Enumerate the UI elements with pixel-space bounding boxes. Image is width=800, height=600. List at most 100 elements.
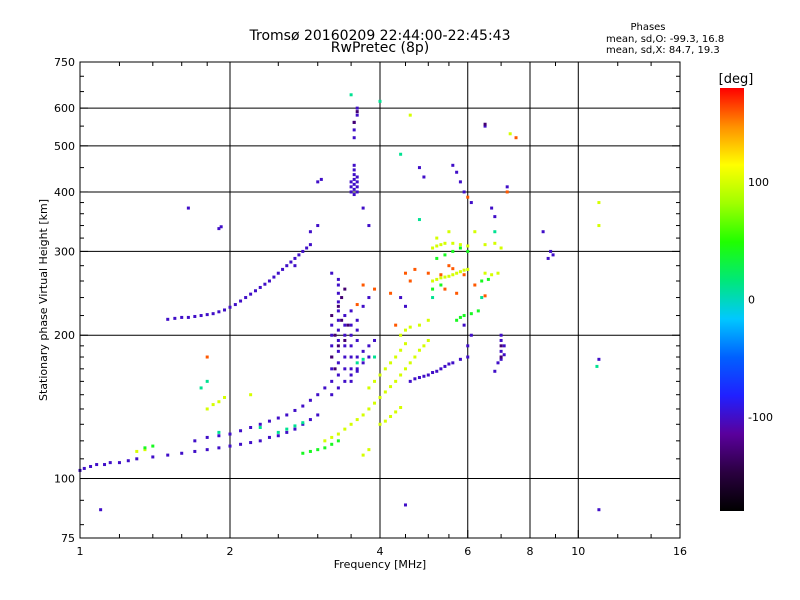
data-point: [389, 361, 393, 365]
data-point: [546, 256, 550, 260]
data-point: [426, 271, 430, 275]
y-tick-label: 600: [54, 102, 75, 115]
data-point: [505, 185, 509, 189]
data-point: [272, 275, 276, 279]
data-point: [466, 195, 470, 199]
data-point: [408, 379, 412, 383]
y-tick-label: 300: [54, 245, 75, 258]
data-point: [349, 180, 353, 184]
y-tick-label: 400: [54, 186, 75, 199]
data-point: [431, 279, 435, 283]
data-point: [349, 333, 353, 337]
data-point: [355, 361, 359, 365]
header: Tromsø 20160209 22:44:00-22:45:43 RwPret…: [249, 22, 725, 56]
data-point: [349, 355, 353, 359]
data-point: [293, 424, 297, 428]
data-point: [249, 393, 253, 397]
data-point: [330, 344, 334, 348]
data-point: [285, 427, 289, 431]
data-point: [267, 279, 271, 283]
x-tick-label: 2: [227, 545, 234, 558]
data-point: [355, 418, 359, 422]
data-point: [330, 323, 334, 327]
x-tick-label: 1: [77, 545, 84, 558]
data-point: [483, 271, 487, 275]
data-point: [403, 367, 407, 371]
data-point: [316, 224, 320, 228]
y-tick-label: 75: [61, 532, 75, 545]
data-point: [340, 296, 344, 300]
y-gridlines: [80, 107, 680, 480]
data-point: [361, 349, 365, 353]
data-point: [316, 413, 320, 417]
data-point: [126, 459, 130, 463]
data-point: [308, 230, 312, 234]
data-point: [439, 273, 443, 277]
data-point: [403, 342, 407, 346]
colorbar-tick-label: -100: [748, 411, 773, 424]
colorbar-tick-label: 100: [748, 176, 769, 189]
data-point: [323, 439, 327, 443]
data-point: [205, 355, 209, 359]
data-point: [399, 406, 403, 410]
data-point: [323, 446, 327, 450]
data-point: [458, 243, 462, 247]
data-point: [458, 246, 462, 250]
data-point: [308, 243, 312, 247]
data-point: [343, 287, 347, 291]
data-point: [336, 439, 340, 443]
data-point: [301, 249, 305, 253]
data-point: [336, 349, 340, 353]
data-point: [458, 180, 462, 184]
data-point: [186, 206, 190, 210]
data-point: [349, 367, 353, 371]
data-point: [330, 333, 334, 337]
data-point: [394, 355, 398, 359]
data-point: [469, 312, 473, 316]
data-point: [330, 379, 334, 383]
data-point: [263, 282, 267, 286]
data-point: [451, 163, 455, 167]
data-point: [426, 318, 430, 322]
colorbar-tick-labels: 100 0 -100: [748, 176, 773, 424]
data-point: [355, 328, 359, 332]
data-point: [330, 393, 334, 397]
data-point: [239, 429, 243, 433]
data-point: [431, 296, 435, 300]
data-point: [499, 349, 503, 353]
data-point: [316, 448, 320, 452]
data-point: [435, 244, 439, 248]
data-point: [473, 283, 477, 287]
data-point: [466, 267, 470, 271]
data-point: [305, 246, 309, 250]
data-point: [193, 314, 197, 318]
data-point: [276, 271, 280, 275]
data-point: [483, 122, 487, 126]
data-point: [486, 277, 490, 281]
x-tick-label: 6: [464, 545, 471, 558]
data-point: [217, 310, 221, 314]
data-point: [455, 170, 459, 174]
data-point: [343, 344, 347, 348]
data-point: [367, 407, 371, 411]
data-point: [217, 400, 221, 404]
data-point: [166, 453, 170, 457]
data-point: [308, 449, 312, 453]
data-point: [249, 441, 253, 445]
data-point: [493, 215, 497, 219]
data-point: [352, 136, 356, 140]
data-point: [367, 344, 371, 348]
data-point: [373, 355, 377, 359]
data-point: [367, 386, 371, 390]
data-point: [352, 193, 356, 197]
data-point: [253, 289, 257, 293]
data-point: [217, 446, 221, 450]
data-point: [499, 344, 503, 348]
data-point: [180, 451, 184, 455]
data-point: [205, 313, 209, 317]
data-point: [499, 357, 503, 361]
data-point: [173, 316, 177, 320]
data-point: [399, 296, 403, 300]
data-point: [143, 448, 147, 452]
